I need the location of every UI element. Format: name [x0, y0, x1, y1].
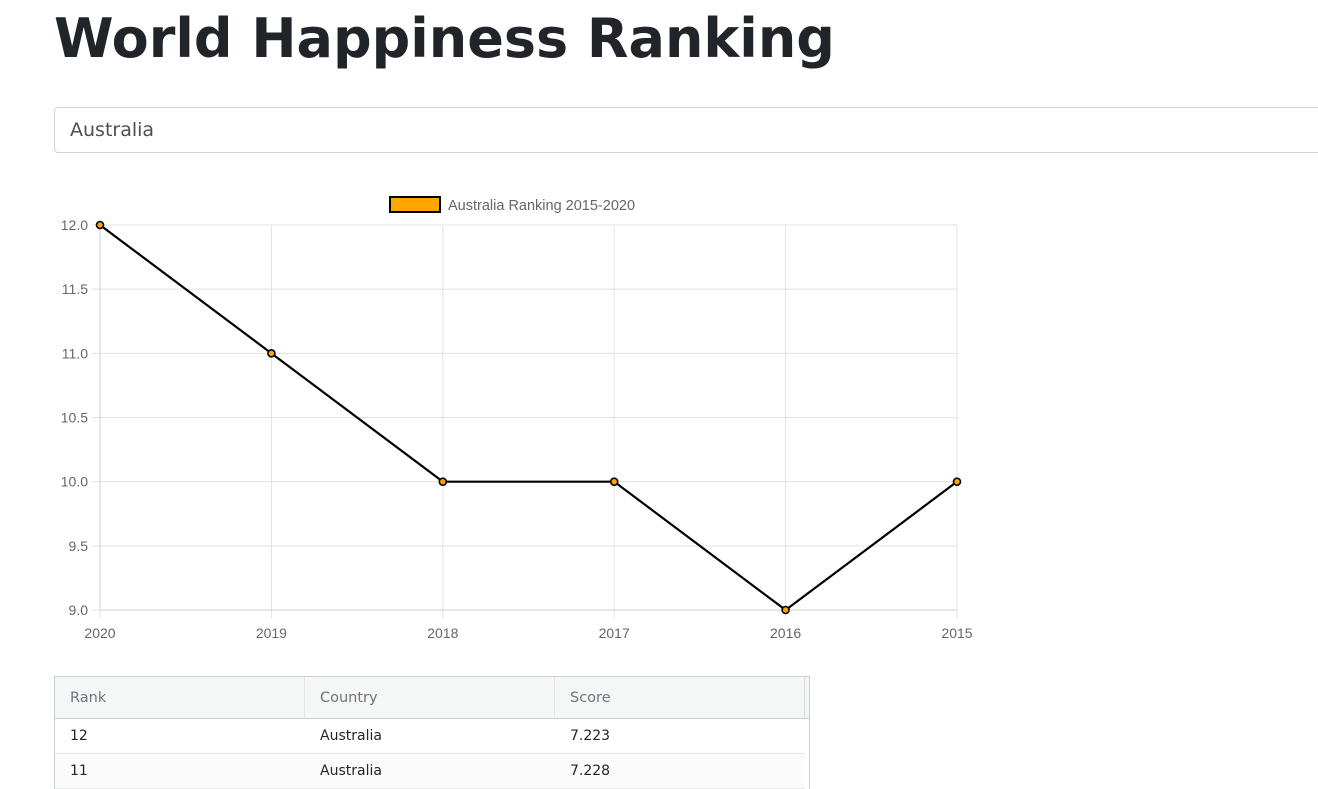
x-tick-label: 2018: [427, 625, 458, 641]
header-country[interactable]: Country: [305, 677, 555, 718]
cell-score: 7.228: [570, 763, 611, 779]
data-point: [952, 477, 962, 486]
legend-label: Australia Ranking 2015-2020: [448, 198, 635, 214]
legend-swatch: [389, 196, 441, 213]
data-point: [438, 477, 448, 486]
page-title: World Happiness Ranking: [54, 7, 835, 70]
country-select-value: Australia: [70, 119, 155, 141]
cell-score: 7.223: [570, 728, 611, 744]
x-tick-label: 2017: [599, 625, 630, 641]
table-row: 11 Australia 7.228: [55, 754, 805, 789]
data-point: [267, 349, 276, 358]
series-line: [99, 224, 958, 612]
data-point: [609, 477, 619, 486]
data-point: [781, 605, 790, 615]
x-tick-label: 2016: [770, 625, 801, 641]
cell-rank: 11: [70, 763, 88, 779]
cell-rank: 12: [70, 728, 88, 744]
data-point: [95, 220, 105, 230]
y-tick-label: 12.0: [61, 217, 88, 233]
y-tick-label: 9.5: [69, 538, 89, 554]
table-row: 12 Australia 7.223: [55, 719, 805, 754]
x-tick-label: 2020: [84, 625, 115, 641]
y-tick-label: 9.0: [69, 602, 89, 618]
header-rank[interactable]: Rank: [55, 677, 305, 718]
x-tick-label: 2019: [256, 625, 287, 641]
cell-country: Australia: [320, 763, 382, 779]
header-score[interactable]: Score: [555, 677, 805, 718]
y-tick-label: 11.5: [62, 281, 88, 297]
y-tick-label: 10.0: [61, 474, 88, 490]
ranking-line-chart: 12.0 11.5 11.0 10.5 10.0 9.5 9.0 2020 2019 2018 20…: [40, 185, 990, 655]
y-tick-label: 11.0: [62, 345, 88, 361]
x-tick-label: 2015: [941, 625, 972, 641]
chart-svg: 12.0 11.5 11.0 10.5 10.0 9.5 9.0 2020 2019 2018 20…: [61, 196, 973, 641]
cell-country: Australia: [320, 728, 382, 744]
ranking-table: Rank Country Score 12 Australia 7.223 11…: [54, 676, 810, 789]
table-header: Rank Country Score: [55, 677, 809, 719]
y-tick-label: 10.5: [61, 410, 88, 426]
country-select[interactable]: Australia: [54, 107, 1318, 153]
